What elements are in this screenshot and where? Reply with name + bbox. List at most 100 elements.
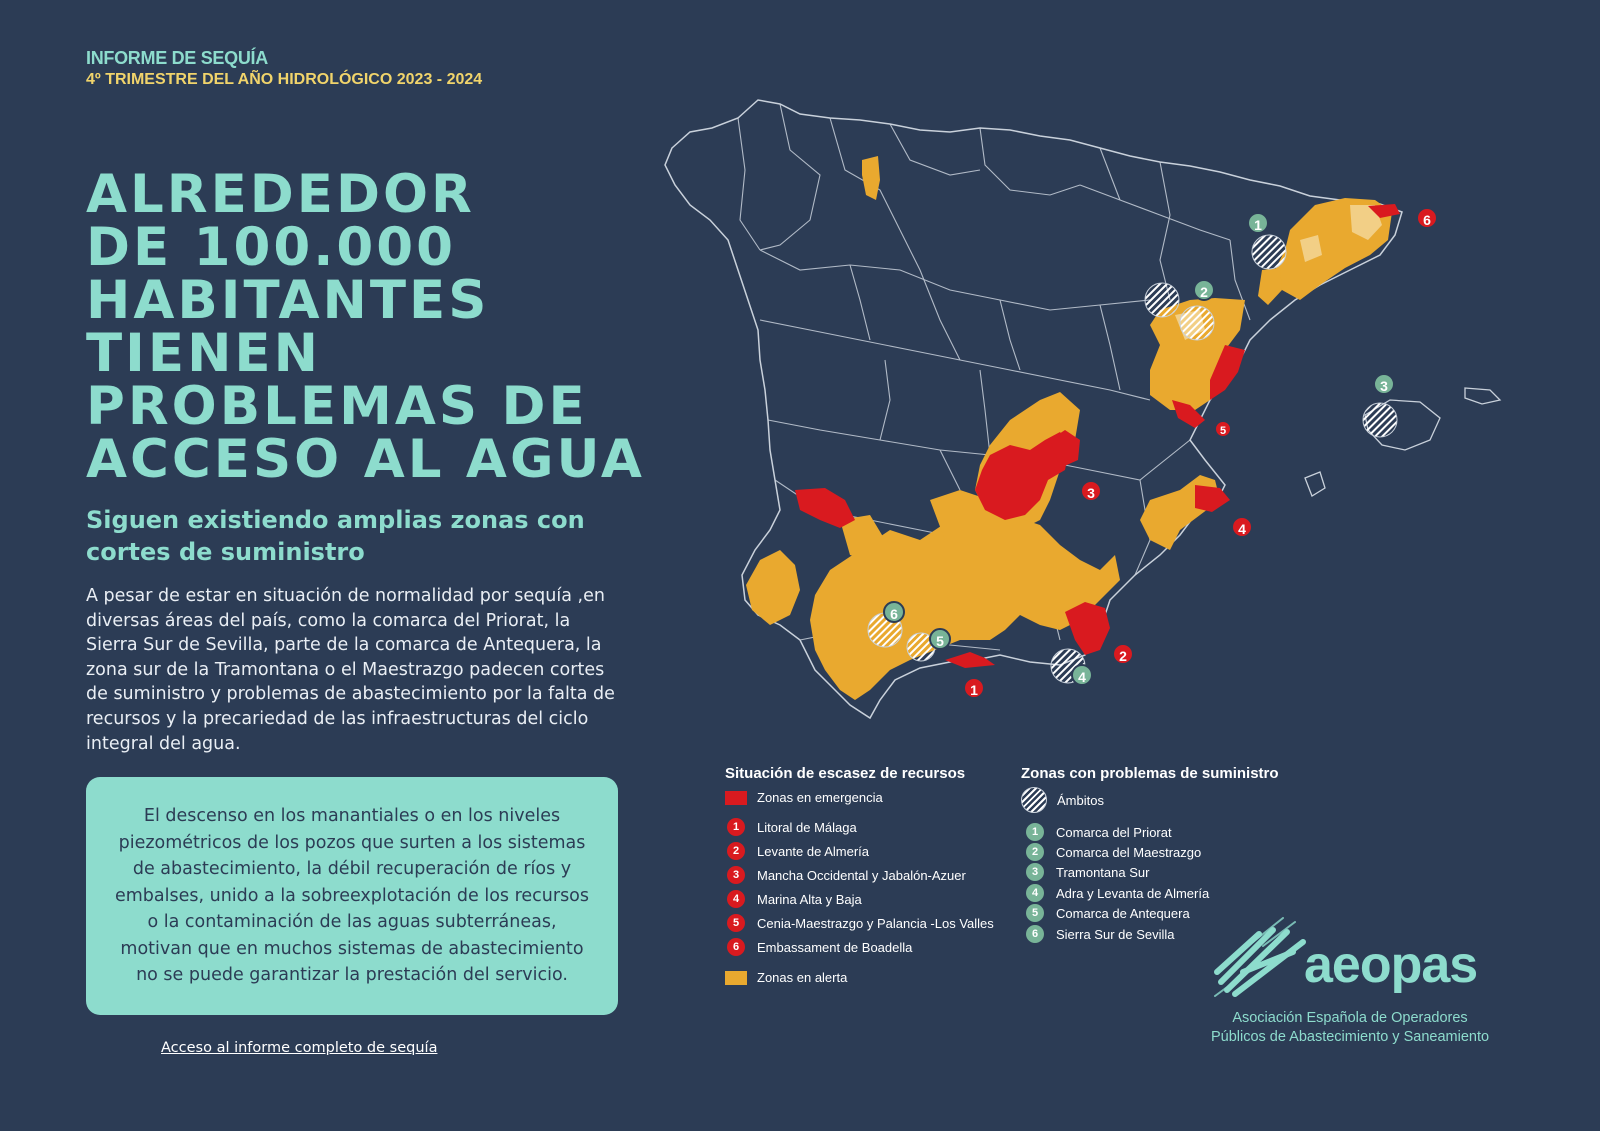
legend-label: Adra y Levanta de Almería	[1056, 885, 1210, 901]
brand-tagline: Asociación Española de Operadores Públic…	[1190, 1009, 1510, 1046]
legend-label: Levante de Almería	[757, 843, 870, 859]
supply-scope-areas	[867, 234, 1398, 684]
legend-label: Zonas en emergencia	[757, 790, 883, 805]
legend-label: Comarca del Priorat	[1056, 824, 1172, 840]
legend-supply-item: 4 Adra y Levanta de Almería	[1026, 884, 1209, 902]
number-badge: 6	[727, 938, 745, 956]
brand-tagline-line: Públicos de Abastecimiento y Saneamiento	[1210, 1028, 1490, 1045]
legend-scarcity-item: 5 Cenia-Maestrazgo y Palancia -Los Valle…	[727, 914, 994, 932]
alert-zone-jaen	[930, 490, 990, 545]
alert-zone-castilla-la-mancha	[975, 392, 1080, 530]
brand-tagline-line: Asociación Española de Operadores	[1232, 1010, 1468, 1026]
emergency-marker[interactable]: 5	[1214, 420, 1232, 438]
headline-line: PROBLEMAS DE	[86, 376, 588, 437]
legend-supply-item: 1 Comarca del Priorat	[1026, 823, 1172, 841]
number-badge: 3	[1026, 863, 1044, 881]
scope-adra	[1050, 648, 1086, 684]
legend-label: Sierra Sur de Sevilla	[1056, 926, 1175, 942]
headline: ALREDEDOR DE 100.000 HABITANTES TIENEN P…	[86, 168, 646, 486]
supply-marker[interactable]: 5	[929, 628, 951, 650]
headline-line: HABITANTES	[86, 270, 490, 331]
menorca	[1464, 387, 1502, 405]
emergency-marker[interactable]: 3	[1080, 480, 1102, 502]
supply-marker[interactable]: 2	[1193, 279, 1215, 301]
legend-label: Mancha Occidental y Jabalón-Azuer	[757, 867, 966, 883]
emergency-zone-mancha	[975, 432, 1070, 520]
emergency-zone-marina-alta-baja	[1195, 485, 1230, 512]
headline-line: DE 100.000	[86, 217, 457, 278]
alert-zone-catalonia	[1275, 198, 1392, 300]
legend-scope-row: Ámbitos	[1021, 787, 1104, 813]
legend-supply-item: 2 Comarca del Maestrazgo	[1026, 843, 1201, 861]
scope-tramontana	[1362, 402, 1398, 438]
supply-marker[interactable]: 3	[1373, 373, 1395, 395]
scope-maestrazgo-b	[1179, 305, 1215, 341]
alert-light-zones	[1175, 205, 1382, 340]
number-badge: 1	[727, 818, 745, 836]
scope-maestrazgo-a	[1144, 282, 1180, 318]
emergency-marker[interactable]: 1	[963, 677, 985, 699]
emergency-zone-mancha-east	[1050, 430, 1080, 468]
full-report-link[interactable]: Acceso al informe completo de sequía	[161, 1040, 438, 1056]
alert-zones	[746, 156, 1392, 700]
legend-label: Zonas en alerta	[757, 970, 848, 985]
number-badge: 3	[727, 866, 745, 884]
headline-line: ACCESO AL AGUA	[86, 429, 645, 490]
emergency-marker[interactable]: 6	[1416, 207, 1438, 229]
legend-label: Ámbitos	[1057, 792, 1104, 808]
province-borders	[737, 103, 1251, 651]
subheadline: Siguen existiendo amplias zonas con cort…	[86, 506, 585, 566]
emergency-zone-levante-almeria	[1065, 602, 1110, 655]
legend-scarcity-item: 4 Marina Alta y Baja	[727, 890, 862, 908]
alert-swatch	[725, 970, 747, 985]
supply-marker[interactable]: 6	[883, 601, 905, 623]
number-badge: 5	[727, 914, 745, 932]
legend-supply-title: Zonas con problemas de suministro	[1021, 765, 1279, 782]
emergency-zone-west	[795, 488, 855, 528]
emergency-zone-litoral-malaga	[945, 652, 995, 668]
emergency-marker[interactable]: 2	[1112, 643, 1134, 665]
legend-label: Marina Alta y Baja	[757, 891, 862, 907]
number-badge: 4	[1026, 884, 1044, 902]
legend-supply-item: 5 Comarca de Antequera	[1026, 904, 1190, 922]
mallorca	[1364, 399, 1441, 451]
alert-zone-castellon	[1150, 298, 1245, 410]
legend-scarcity-item: 3 Mancha Occidental y Jabalón-Azuer	[727, 866, 966, 884]
number-badge: 5	[1026, 904, 1044, 922]
legend-emergency-row: Zonas en emergencia	[725, 790, 883, 805]
number-badge: 4	[727, 890, 745, 908]
emergency-zone-cenia-maestrazgo	[1210, 345, 1245, 400]
legend-supply-item: 6 Sierra Sur de Sevilla	[1026, 925, 1175, 943]
number-badge: 1	[1026, 823, 1044, 841]
number-badge: 6	[1026, 925, 1044, 943]
alert-zone-catalonia-coast	[1258, 268, 1282, 305]
report-kicker: INFORME DE SEQUÍA	[86, 48, 268, 68]
legend-scarcity-item: 1 Litoral de Málaga	[727, 818, 857, 836]
alert-zone-cordoba	[840, 515, 885, 560]
alert-zone-alicante	[1140, 475, 1220, 550]
body-text: A pesar de estar en situación de normali…	[86, 586, 615, 754]
report-period: 4º TRIMESTRE DEL AÑO HIDROLÓGICO 2023 - …	[86, 71, 483, 88]
emergency-zone-palancia	[1172, 400, 1205, 428]
emergency-marker[interactable]: 4	[1231, 516, 1253, 538]
alert-zone-andalusia	[810, 510, 1120, 700]
legend-scarcity-title: Situación de escasez de recursos	[725, 765, 966, 782]
legend-label: Litoral de Málaga	[757, 819, 857, 835]
scope-priorat	[1251, 234, 1287, 270]
legend-label: Cenia-Maestrazgo y Palancia -Los Valles	[757, 915, 994, 931]
brush-stroke-logo-icon	[1214, 917, 1306, 997]
legend-supply-item: 3 Tramontana Sur	[1026, 863, 1149, 881]
emergency-swatch	[725, 790, 747, 805]
alert-zone-huelva	[746, 550, 800, 625]
supply-marker[interactable]: 4	[1071, 664, 1093, 686]
supply-marker[interactable]: 1	[1247, 212, 1269, 234]
emergency-zone-boadella	[1368, 204, 1400, 218]
callout-box: El descenso en los manantiales o en los …	[86, 777, 618, 1015]
alert-zone-bierzo	[862, 156, 880, 200]
number-badge: 2	[727, 842, 745, 860]
balearic-islands	[1304, 387, 1502, 497]
legend-alert-row: Zonas en alerta	[725, 970, 847, 985]
headline-line: ALREDEDOR	[86, 164, 475, 225]
scope-sierra-sur	[867, 612, 903, 648]
brand-name: aeopas	[1304, 936, 1478, 994]
